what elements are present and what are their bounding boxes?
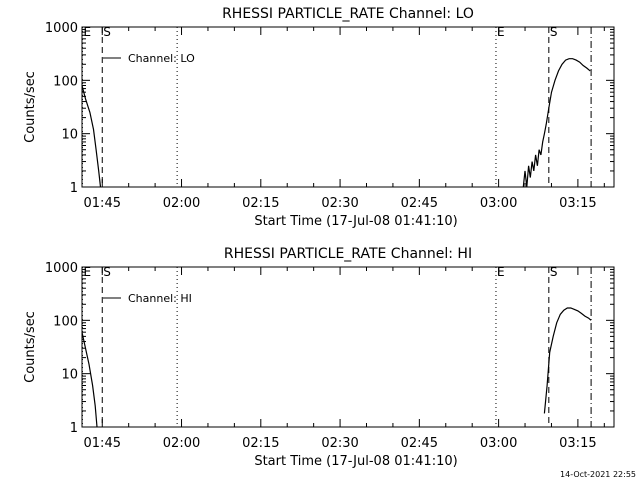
chart-title: RHESSI PARTICLE_RATE Channel: HI — [224, 246, 472, 262]
event-marker-label: S — [103, 265, 111, 279]
y-tick-label: 100 — [53, 74, 78, 89]
x-axis-label: Start Time (17-Jul-08 01:41:10) — [254, 454, 457, 469]
event-marker-label: S — [550, 265, 558, 279]
y-tick-label: 100 — [53, 314, 78, 329]
x-axis-label: Start Time (17-Jul-08 01:41:10) — [254, 214, 457, 229]
chart-panel-0: RHESSI PARTICLE_RATE Channel: LO 1 10 100 10… — [23, 6, 615, 229]
plot-frame — [81, 266, 615, 428]
event-marker-label: E — [83, 265, 91, 279]
y-tick-label: 1 — [70, 181, 78, 196]
y-axis-label: Counts/sec — [23, 71, 38, 143]
chart-title: RHESSI PARTICLE_RATE Channel: LO — [222, 6, 474, 22]
y-tick-label: 10 — [61, 368, 78, 383]
series-line — [543, 307, 592, 414]
y-axis-label: Counts/sec — [23, 311, 38, 383]
footer-timestamp: 14-Oct-2021 22:55 — [560, 470, 636, 479]
x-tick-label: 01:45 — [84, 196, 121, 211]
x-tick-label: 03:00 — [480, 196, 517, 211]
legend-label: Channel: LO — [128, 52, 195, 65]
x-tick-label: 02:30 — [321, 436, 358, 451]
x-tick-label: 02:30 — [321, 196, 358, 211]
y-tick-label: 10 — [61, 128, 78, 143]
x-tick-label: 03:00 — [480, 436, 517, 451]
x-tick-label: 03:15 — [559, 196, 596, 211]
series-line — [522, 58, 591, 188]
x-tick-label: 02:15 — [242, 196, 279, 211]
y-tick-label: 1 — [70, 421, 78, 436]
series-line — [81, 332, 98, 428]
x-tick-label: 02:45 — [401, 196, 438, 211]
event-marker-label: E — [497, 265, 505, 279]
y-tick-label: 1000 — [45, 261, 78, 276]
x-tick-label: 02:15 — [242, 436, 279, 451]
event-marker-label: E — [497, 25, 505, 39]
x-tick-label: 02:00 — [163, 196, 200, 211]
event-marker-label: S — [550, 25, 558, 39]
x-tick-label: 03:15 — [559, 436, 596, 451]
legend-label: Channel: HI — [128, 292, 192, 305]
series-line — [81, 85, 102, 188]
x-tick-label: 02:00 — [163, 436, 200, 451]
x-tick-label: 01:45 — [84, 436, 121, 451]
y-tick-label: 1000 — [45, 21, 78, 36]
chart-panel-1: RHESSI PARTICLE_RATE Channel: HI 1 10 100 10… — [23, 246, 615, 469]
x-tick-label: 02:45 — [401, 436, 438, 451]
event-marker-label: S — [103, 25, 111, 39]
event-marker-label: E — [83, 25, 91, 39]
